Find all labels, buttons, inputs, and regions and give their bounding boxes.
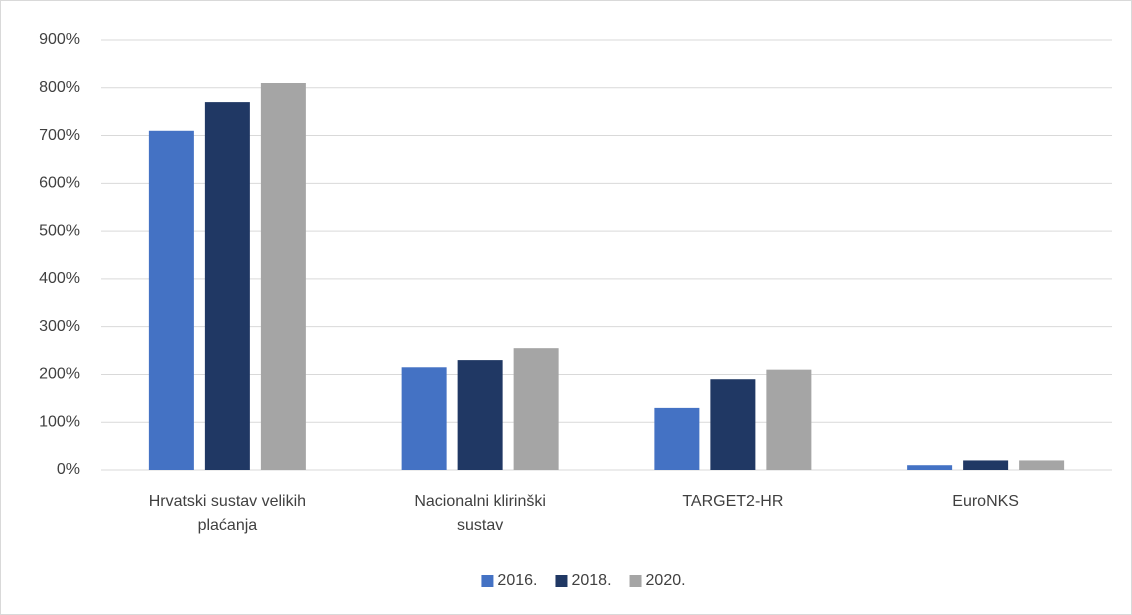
bar [907, 465, 953, 470]
legend-label: 2016. [497, 572, 537, 589]
legend-label: 2020. [646, 572, 686, 589]
y-tick-label: 400% [39, 270, 80, 287]
y-tick-label: 0% [57, 461, 80, 478]
y-tick-label: 500% [39, 222, 80, 239]
x-tick-label: TARGET2-HR [682, 493, 784, 510]
bar [204, 102, 250, 470]
y-tick-label: 900% [39, 31, 80, 48]
y-tick-label: 200% [39, 366, 80, 383]
bar [513, 348, 559, 470]
bar [1019, 460, 1065, 470]
x-tick-label: Nacionalni klirinški sustav [414, 493, 546, 534]
x-tick-label: Hrvatski sustav velikih plaćanja [148, 493, 307, 534]
bar [710, 379, 756, 470]
bar [401, 367, 447, 470]
x-tick-label: EuroNKS [952, 493, 1019, 510]
y-tick-label: 300% [39, 318, 80, 335]
y-tick-label: 700% [39, 127, 80, 144]
bar [457, 360, 503, 470]
legend-swatch [629, 575, 642, 587]
bar [148, 130, 194, 470]
legend-swatch [481, 575, 494, 587]
y-tick-label: 800% [39, 79, 80, 96]
bar [766, 369, 812, 470]
bar [654, 407, 700, 470]
bar [963, 460, 1009, 470]
y-tick-label: 600% [39, 175, 80, 192]
y-tick-label: 100% [39, 413, 80, 430]
legend-swatch [555, 575, 568, 587]
bar [260, 83, 306, 470]
legend-label: 2018. [571, 572, 611, 589]
